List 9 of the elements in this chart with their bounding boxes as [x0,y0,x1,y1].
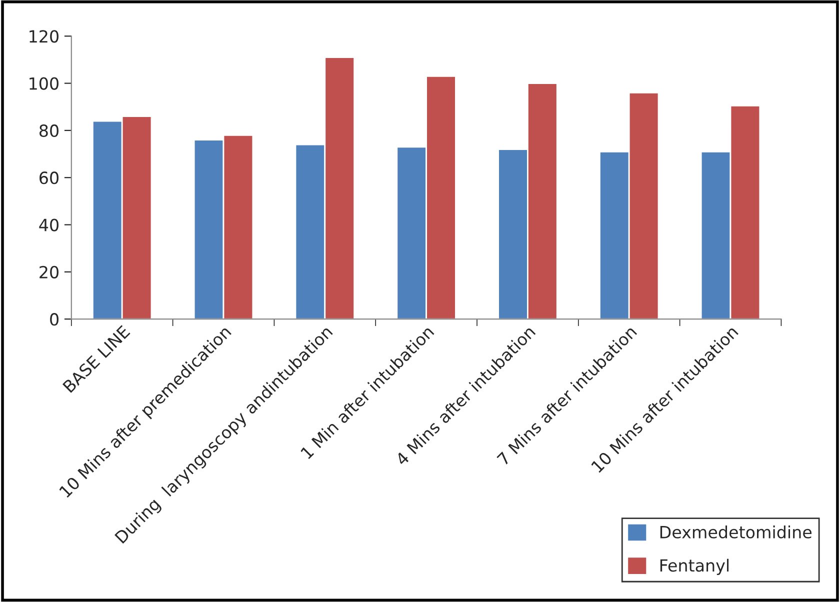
y-tick-label: 20 [40,266,58,278]
y-tick-label: 40 [39,218,58,232]
y-tick-label: 80 [40,124,58,137]
y-tick-label: 60 [40,172,58,184]
y-tick-label: 0 [50,313,58,326]
y-tick-label: 100 [30,77,58,90]
legend-label: Fentanyl [660,558,729,575]
legend-label: Dexmedetomidine [660,526,812,538]
y-tick-label: 120 [30,30,58,43]
